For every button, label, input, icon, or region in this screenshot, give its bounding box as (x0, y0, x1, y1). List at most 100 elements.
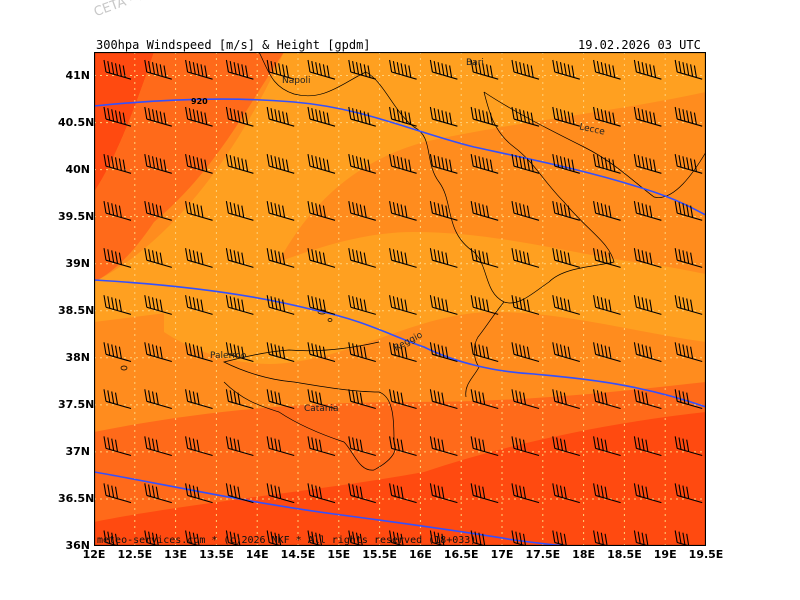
wind-barb (633, 295, 662, 315)
longitude-tick-label: 12.5E (117, 548, 153, 561)
wind-barb (103, 201, 132, 221)
wind-barb (470, 483, 499, 504)
wind-barb (552, 154, 580, 174)
wind-barb (185, 483, 213, 504)
wind-barb (266, 106, 295, 127)
wind-barb (266, 248, 295, 268)
wind-barb (144, 106, 172, 127)
wind-barb (633, 483, 662, 504)
wind-barb (103, 389, 132, 410)
wind-barb (552, 342, 580, 363)
latitude-tick-label: 40.5N (58, 115, 95, 129)
wind-barb (185, 436, 213, 457)
wind-barb (511, 389, 540, 410)
wind-barb (511, 59, 540, 80)
wind-barb (185, 530, 202, 546)
wind-barb (266, 483, 295, 504)
wind-barb (511, 295, 540, 315)
wind-barb (389, 436, 417, 457)
height-isoline (94, 98, 706, 216)
map-frame (94, 52, 706, 546)
wind-barb (144, 389, 172, 410)
city-label-bari: Bari (466, 58, 484, 68)
wind-barb (307, 201, 336, 221)
wind-barb (389, 154, 417, 174)
shading-light-band-north (94, 52, 706, 322)
wind-barb (593, 154, 621, 174)
wind-barb (389, 201, 417, 221)
coastline (483, 91, 706, 198)
wind-barb (511, 201, 540, 221)
latitude-tick-label: 41N (65, 68, 90, 82)
wind-barb (633, 201, 662, 221)
island (327, 318, 333, 322)
wind-barb (266, 530, 284, 546)
wind-barb (144, 436, 172, 457)
wind-barb (225, 389, 254, 410)
latitude-tick-label: 36.5N (58, 491, 95, 505)
wind-barb (552, 106, 580, 127)
wind-barb (511, 248, 540, 268)
city-label-napoli: Napoli (282, 76, 311, 86)
wind-barb (429, 248, 458, 268)
latitude-tick-label: 36N (65, 539, 90, 552)
longitude-tick-label: 19.5E (688, 548, 724, 561)
longitude-tick-label: 16E (408, 548, 432, 561)
longitude-tick-label: 14E (245, 548, 269, 561)
wind-barb (348, 483, 376, 504)
height-isoline (94, 471, 575, 546)
longitude-tick-label: 13.5E (199, 548, 234, 561)
wind-barb (633, 342, 662, 363)
wind-barb (185, 106, 213, 127)
wind-barb (511, 342, 540, 363)
wind-barb (348, 342, 376, 363)
wind-barb (307, 530, 325, 546)
longitude-tick-label: 15.5E (362, 548, 397, 561)
wind-barb (633, 248, 662, 268)
wind-barb (307, 248, 336, 268)
latitude-tick-label: 40N (65, 162, 90, 176)
wind-barb (144, 248, 172, 268)
wind-barb (225, 154, 254, 174)
wind-barb (429, 295, 458, 315)
wind-barb (429, 106, 458, 127)
wind-barb (429, 530, 447, 546)
wind-barb (103, 530, 121, 546)
wind-barb (593, 483, 621, 504)
wind-barb (103, 436, 132, 457)
wind-barb (389, 295, 417, 315)
wind-barb (103, 342, 132, 363)
latitude-tick-label: 39N (65, 256, 90, 270)
wind-barb (470, 342, 499, 363)
wind-barb (389, 59, 417, 80)
wind-barb (266, 59, 295, 80)
wind-barb (348, 59, 376, 80)
wind-barb (348, 530, 366, 546)
wind-barb (470, 154, 499, 174)
wind-barb (225, 342, 254, 363)
wind-barb (266, 342, 295, 363)
wind-barb (552, 436, 580, 457)
wind-barb (674, 342, 703, 363)
longitude-tick-label: 18E (572, 548, 595, 561)
wind-barb (307, 436, 336, 457)
wind-barb (470, 389, 499, 410)
wind-barb (552, 59, 580, 80)
wind-barb (593, 106, 621, 127)
wind-barb (348, 436, 376, 457)
wind-barb (593, 248, 621, 268)
wind-barb (429, 342, 458, 363)
longitude-tick-label: 18.5E (607, 548, 642, 561)
wind-barb (470, 59, 499, 80)
wind-barb (674, 201, 703, 221)
wind-barb (593, 389, 621, 410)
isoline-label: 920 (191, 97, 208, 106)
longitude-tick-label: 17.5E (525, 548, 561, 561)
latitude-tick-label: 39.5N (58, 209, 95, 223)
wind-barb (225, 201, 254, 221)
wind-barb (593, 295, 621, 315)
latitude-tick-label: 37N (65, 444, 90, 458)
wind-barb (552, 530, 570, 546)
wind-barb (633, 530, 651, 546)
wind-barb (674, 436, 703, 457)
